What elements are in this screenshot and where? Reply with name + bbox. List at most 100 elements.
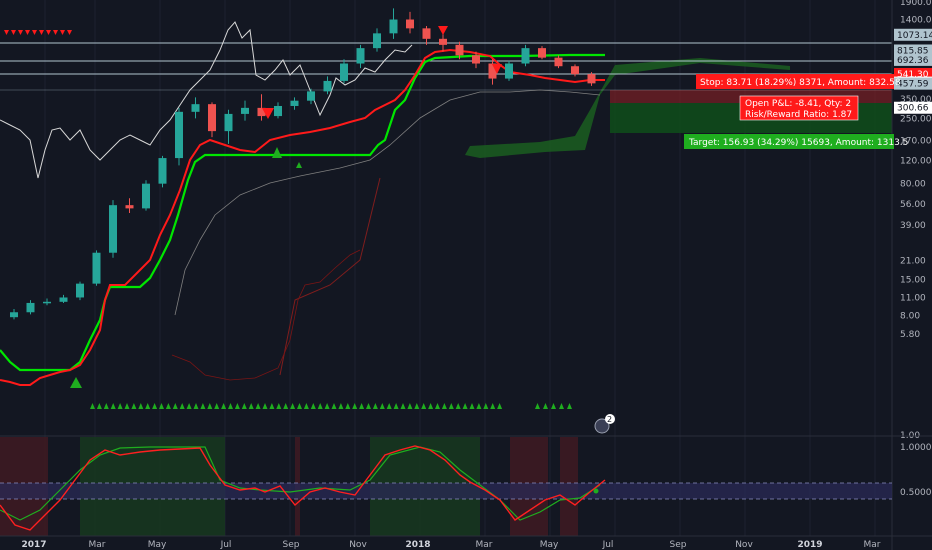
small-buy-marker	[131, 403, 137, 409]
small-buy-marker	[207, 403, 213, 409]
small-buy-marker	[462, 403, 468, 409]
candle-body	[455, 44, 464, 56]
buy-signal-marker	[70, 377, 82, 388]
small-buy-marker	[228, 403, 233, 409]
small-buy-marker	[359, 403, 365, 409]
small-buy-marker	[193, 403, 199, 409]
small-buy-marker	[490, 403, 496, 409]
buy-signal-marker	[272, 147, 282, 158]
small-buy-marker	[124, 403, 130, 409]
candle-body	[340, 63, 348, 81]
small-buy-marker	[428, 403, 434, 409]
small-buy-marker	[407, 403, 413, 409]
small-buy-marker	[441, 403, 447, 409]
small-buy-marker	[262, 403, 268, 409]
price-axis-label: 39.00	[900, 221, 926, 231]
time-axis-label: Jul	[220, 540, 232, 550]
small-buy-marker	[186, 403, 192, 409]
candles	[10, 8, 596, 320]
candle-body	[26, 302, 35, 313]
price-axis-label: 1400.00	[900, 16, 932, 26]
price-tag	[894, 28, 932, 41]
notification-badge[interactable]: 2	[594, 414, 615, 434]
price-axis-label: 170.00	[900, 136, 932, 146]
small-buy-marker	[559, 403, 564, 409]
time-axis-label: Mar	[476, 540, 493, 550]
small-sell-marker	[39, 30, 44, 35]
price-axis-label: 250.00	[900, 114, 932, 124]
comparison-line	[0, 21, 413, 179]
small-buy-marker	[96, 403, 102, 409]
candle-body	[257, 107, 266, 117]
small-sell-marker	[53, 30, 58, 35]
small-buy-marker	[172, 403, 178, 409]
price-axis-label: 11.00	[900, 293, 926, 303]
small-buy-marker	[90, 403, 95, 409]
candle-body	[274, 105, 282, 117]
small-buy-marker	[234, 403, 240, 409]
small-buy-marker	[248, 403, 254, 409]
stop-info-text: Stop: 83.71 (18.29%) 8371, Amount: 832.5…	[700, 78, 901, 88]
time-axis-label: Nov	[735, 540, 753, 550]
small-buy-marker	[448, 403, 454, 409]
small-sell-marker	[4, 30, 9, 35]
small-sell-marker	[32, 30, 37, 35]
small-buy-marker	[497, 403, 503, 409]
candle-body	[554, 57, 563, 67]
candle-body	[472, 55, 480, 64]
grid	[44, 0, 876, 536]
sell-signal-marker	[438, 26, 448, 35]
time-axis-label: Sep	[670, 540, 687, 550]
small-buy-marker	[469, 403, 475, 409]
pnl-info-line2: Risk/Reward Ratio: 1.87	[745, 110, 852, 120]
sell-signal-marker	[262, 108, 274, 119]
price-tag	[894, 77, 932, 90]
price-tag-label: 457.59	[897, 80, 929, 90]
time-axis-label: 2018	[405, 540, 430, 550]
small-buy-marker	[338, 403, 344, 409]
candle-body	[109, 205, 117, 253]
moving-average-line	[174, 89, 601, 316]
small-buy-marker	[372, 403, 378, 409]
small-buy-marker	[386, 403, 392, 409]
small-buy-marker	[269, 403, 275, 409]
time-axis-label: Jul	[602, 540, 614, 550]
price-axis-label: 80.00	[900, 180, 926, 190]
pnl-info-line1: Open P&L: -8.41, Qty: 2	[745, 99, 851, 109]
price-tags: 1073.14815.85692.36541.30466.00457.59300…	[894, 28, 932, 114]
time-axis: 2017 Mar May Jul Sep Nov 2018 Mar May Jul Sep Nov 20…	[21, 540, 880, 550]
trailing-stop-green	[0, 53, 605, 372]
pnl-info-box: Open P&L: -8.41, Qty: 2 Risk/Reward Rati…	[739, 95, 859, 121]
small-buy-marker	[324, 403, 330, 409]
price-tag	[894, 44, 932, 57]
small-buy-marker	[379, 403, 385, 409]
small-buy-marker	[455, 403, 461, 409]
candle-body	[43, 301, 51, 304]
price-axis-label: 21.00	[900, 256, 926, 266]
candle-body	[389, 19, 398, 34]
candle-body	[92, 252, 101, 284]
small-buy-marker	[543, 403, 548, 409]
small-buy-marker	[310, 403, 316, 409]
small-sell-marker	[11, 30, 16, 35]
buy-signal-marker	[296, 162, 302, 168]
small-buy-marker	[103, 403, 109, 409]
small-sell-marker	[25, 30, 30, 35]
price-tag	[894, 53, 932, 66]
candle-body	[125, 205, 134, 209]
small-buy-marker	[345, 403, 351, 409]
top-left-markers	[4, 30, 72, 35]
small-buy-marker	[214, 403, 220, 409]
target-info-text: Target: 156.93 (34.29%) 15693, Amount: 1…	[688, 138, 908, 148]
candle-body	[10, 312, 18, 318]
small-buy-marker	[179, 403, 185, 409]
small-sell-marker	[60, 30, 65, 35]
small-buy-marker	[331, 403, 337, 409]
candle-body	[422, 28, 431, 39]
badge-count: 2	[607, 415, 612, 424]
candle-body	[406, 19, 414, 29]
candle-body	[59, 297, 68, 302]
price-axis-label: 8.00	[900, 312, 920, 322]
small-buy-marker	[290, 403, 296, 409]
